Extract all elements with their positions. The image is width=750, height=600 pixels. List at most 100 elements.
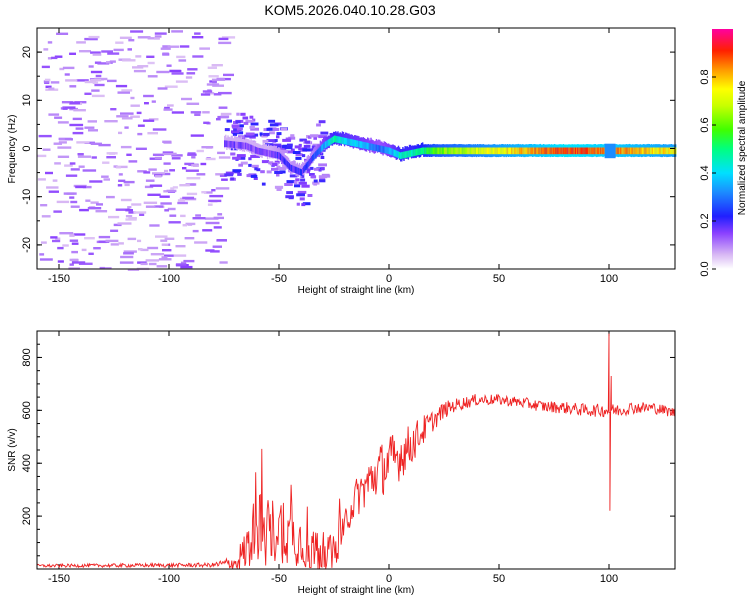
spectrogram-cell xyxy=(119,36,132,39)
spectrogram-cell xyxy=(318,135,328,139)
spectrogram-cell xyxy=(230,177,235,181)
spectrogram-cell xyxy=(71,261,86,264)
spectrogram-cell xyxy=(433,147,435,155)
spectrogram-cell xyxy=(235,141,237,149)
spectrogram-cell xyxy=(418,148,421,155)
spectrogram-cell xyxy=(278,167,287,170)
spectrogram-cell xyxy=(151,100,156,103)
spectrogram-cell xyxy=(286,150,294,154)
spectrogram-cell xyxy=(266,139,275,143)
spectrogram-ytick-label: -10 xyxy=(21,189,33,205)
spectrogram-cell xyxy=(167,207,176,211)
spectrogram-cell xyxy=(200,93,211,96)
spectrogram-cell xyxy=(69,196,75,199)
spectrogram-cell xyxy=(435,147,437,155)
spectrogram-cell xyxy=(78,165,85,168)
spectrogram-cell xyxy=(647,147,649,155)
colorbar-tick-label: 0.4 xyxy=(699,165,711,180)
colorbar-tick-label: 0.2 xyxy=(699,213,711,228)
spectrogram-cell xyxy=(120,198,132,202)
spectrogram-cell xyxy=(307,135,312,139)
spectrogram-cell xyxy=(502,147,504,155)
spectrogram-cell xyxy=(82,169,97,172)
spectrogram-cell xyxy=(135,147,147,150)
spectrogram-cell xyxy=(230,152,236,156)
spectrogram-cell xyxy=(468,147,470,155)
spectrogram-cell xyxy=(544,147,546,155)
spectrogram-cell xyxy=(269,123,279,127)
spectrogram-cell xyxy=(370,143,372,151)
spectrogram-cell xyxy=(260,170,265,174)
spectrogram-cell xyxy=(329,138,331,146)
spectrogram-cell xyxy=(98,143,111,147)
spectrogram-cell xyxy=(169,169,175,172)
spectrogram-cell xyxy=(269,131,275,135)
spectrogram-cell xyxy=(110,229,119,232)
spectrogram-cell xyxy=(480,147,482,155)
spectrogram-cell xyxy=(661,147,664,155)
spectrogram-cell xyxy=(280,153,282,161)
spectrogram-cell xyxy=(250,127,259,131)
spectrogram-cell xyxy=(90,142,102,145)
spectrogram-cell xyxy=(163,141,172,144)
spectrogram-cell xyxy=(380,145,382,153)
spectrogram-cell xyxy=(145,179,155,182)
spectrogram-cell xyxy=(282,156,284,163)
snr-ytick-label: 600 xyxy=(21,401,33,419)
spectrogram-cell xyxy=(109,60,116,63)
spectrogram-cell xyxy=(59,232,74,235)
spectrogram-cell xyxy=(378,145,380,152)
spectrogram-cell xyxy=(263,132,270,136)
spectrogram-cell xyxy=(360,141,362,148)
spectrogram-cell xyxy=(220,115,230,118)
spectrogram-cell xyxy=(166,189,177,193)
spectrogram-cell xyxy=(75,185,87,189)
spectrogram-cell xyxy=(70,205,80,208)
spectrogram-cell xyxy=(46,186,59,189)
spectrogram-cell xyxy=(148,118,159,121)
spectrogram-cell xyxy=(216,239,227,242)
spectrogram-cell xyxy=(301,169,303,176)
spectrogram-cell xyxy=(398,151,401,159)
spectrogram-cell xyxy=(638,147,641,155)
spectrogram-cell xyxy=(330,137,333,145)
spectrogram-cell xyxy=(512,147,514,155)
spectrogram-cell xyxy=(143,119,155,122)
spectrogram-cell xyxy=(117,222,132,225)
spectrogram-cell xyxy=(313,136,317,140)
spectrogram-cell xyxy=(320,156,325,159)
spectrogram-cell xyxy=(250,122,259,126)
spectrogram-cell xyxy=(77,153,84,156)
spectrogram-cell xyxy=(274,151,276,159)
spectrogram-cell xyxy=(259,148,261,155)
spectrogram-ytick-label: -20 xyxy=(21,237,33,253)
spectrogram-cell xyxy=(244,142,247,150)
spectrogram-cell xyxy=(552,147,555,155)
spectrogram-cell xyxy=(467,147,469,155)
spectrogram-cell xyxy=(452,147,455,155)
spectrogram-cell xyxy=(42,148,51,151)
spectrogram-xtick-label: -100 xyxy=(158,273,180,285)
spectrogram-cell xyxy=(253,177,258,180)
spectrogram-cell xyxy=(295,178,300,182)
spectrogram-cell xyxy=(179,45,190,48)
spectrogram-cell xyxy=(277,152,280,159)
spectrogram-cell xyxy=(318,175,328,179)
spectrogram-cell xyxy=(54,162,61,165)
spectrogram-xtick-label: 0 xyxy=(386,273,392,285)
spectrogram-cell xyxy=(56,32,69,35)
spectrogram-cell xyxy=(184,237,195,240)
spectrogram-cell xyxy=(248,157,252,161)
spectrogram-cell xyxy=(343,137,346,145)
spectrogram-cell xyxy=(257,147,259,155)
spectrogram-cell xyxy=(318,147,320,155)
spectrogram-cell xyxy=(217,151,225,155)
spectrogram-cell xyxy=(295,153,303,157)
spectrogram-cell xyxy=(644,147,646,155)
spectrogram-cell xyxy=(492,147,494,155)
spectrogram-cell xyxy=(121,89,133,92)
spectrogram-cell xyxy=(320,145,323,152)
spectrogram-cell xyxy=(387,147,390,154)
spectrogram-cell xyxy=(226,140,228,148)
spectrogram-cell xyxy=(204,217,219,220)
